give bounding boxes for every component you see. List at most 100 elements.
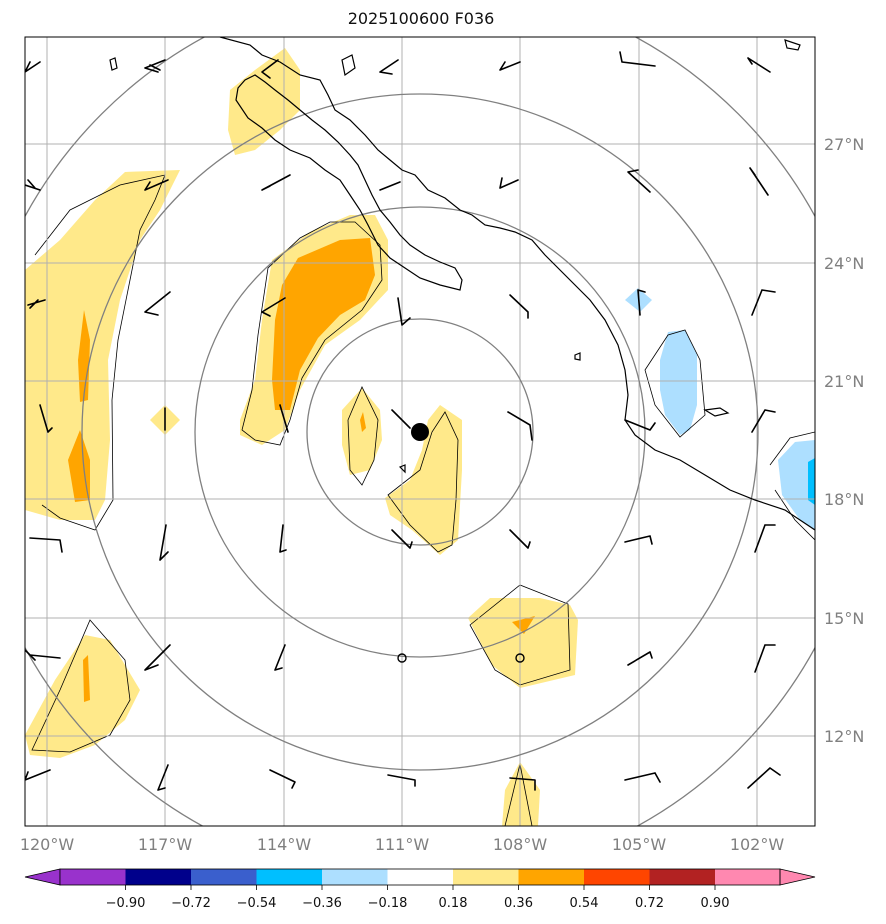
colorbar: −0.90 −0.72 −0.54 −0.36 −0.18 0.18 0.36 … bbox=[24, 868, 816, 911]
shaded-field-positive-strong bbox=[68, 238, 535, 702]
shade-strong-west-2 bbox=[68, 430, 90, 502]
colorbar-bin bbox=[256, 869, 322, 885]
contour-southwest bbox=[31, 619, 131, 753]
wind-barb bbox=[27, 299, 46, 309]
shade-strong-west-1 bbox=[78, 310, 90, 402]
colorbar-bin bbox=[715, 869, 780, 885]
lon-label: 102°W bbox=[730, 835, 785, 854]
wind-barb bbox=[159, 524, 169, 561]
contour-neg-oval bbox=[644, 329, 706, 438]
shade-region-southwest bbox=[25, 635, 140, 758]
wind-barb bbox=[144, 644, 171, 671]
colorbar-tick-label: 0.36 bbox=[504, 896, 533, 911]
range-ring-1 bbox=[306, 318, 534, 546]
colorbar-bin bbox=[387, 869, 453, 885]
coastline-island-1 bbox=[341, 54, 356, 77]
colorbar-tick-label: −0.54 bbox=[237, 896, 277, 911]
wind-barb bbox=[274, 644, 286, 671]
wind-barb bbox=[754, 644, 776, 673]
wind-barb bbox=[499, 177, 519, 189]
colorbar-tick-label: −0.36 bbox=[302, 896, 342, 911]
shade-strong-small-lens bbox=[360, 412, 366, 432]
lon-label: 105°W bbox=[612, 835, 667, 854]
storm-center-marker bbox=[411, 423, 429, 441]
shade-region-east-blob bbox=[468, 598, 578, 688]
colorbar-bin bbox=[125, 869, 191, 885]
wind-barb bbox=[379, 181, 401, 191]
map-plot-area bbox=[25, 37, 815, 826]
wind-barb bbox=[509, 529, 531, 549]
wind-barb bbox=[624, 419, 656, 431]
colorbar-bin bbox=[191, 869, 257, 885]
shaded-field-negative bbox=[625, 288, 815, 530]
shade-neg-edge bbox=[778, 440, 815, 530]
wind-barb bbox=[391, 529, 413, 549]
colorbar-tick-label: −0.72 bbox=[171, 896, 211, 911]
coastline-island-5 bbox=[398, 464, 406, 474]
wind-barb bbox=[391, 409, 411, 429]
colorbar-bin bbox=[453, 869, 519, 885]
coastline-island-3 bbox=[574, 352, 581, 361]
range-ring-3 bbox=[81, 93, 759, 771]
lat-label: 18°N bbox=[824, 490, 864, 509]
wind-barb bbox=[637, 289, 646, 316]
contour-south-of-center bbox=[387, 411, 459, 553]
wind-barb bbox=[619, 51, 656, 67]
wind-barb bbox=[751, 289, 776, 316]
shade-strong-southwest bbox=[83, 655, 90, 702]
calm-circle bbox=[515, 653, 525, 663]
coastline bbox=[109, 37, 815, 531]
range-rings bbox=[25, 37, 815, 826]
lat-tick-labels: 27°N 24°N 21°N 18°N 15°N 12°N bbox=[824, 135, 864, 746]
wind-barb bbox=[261, 297, 286, 317]
wind-barb bbox=[144, 291, 171, 316]
colorbar-tick-label: −0.90 bbox=[106, 896, 146, 911]
lat-label: 15°N bbox=[824, 609, 864, 628]
wind-barb bbox=[261, 59, 279, 79]
lat-label: 24°N bbox=[824, 254, 864, 273]
lon-label: 111°W bbox=[375, 835, 430, 854]
calm-markers bbox=[397, 653, 525, 663]
colorbar-bin bbox=[60, 869, 126, 885]
colorbar-tick-label: 0.72 bbox=[635, 896, 664, 911]
wind-barb bbox=[269, 769, 296, 789]
wind-barb bbox=[261, 174, 291, 191]
colorbar-frame bbox=[59, 868, 781, 886]
shade-neg-edge-strong bbox=[808, 458, 815, 505]
coastline-baja bbox=[235, 74, 463, 291]
shade-strong-east-blob bbox=[512, 616, 535, 634]
wind-barb bbox=[747, 57, 771, 73]
shade-region-west-band bbox=[25, 170, 180, 520]
colorbar-bin bbox=[584, 869, 650, 885]
coastline-island-6 bbox=[784, 39, 801, 51]
wind-barb bbox=[379, 59, 399, 75]
wind-barb bbox=[25, 179, 41, 191]
wind-barb bbox=[627, 651, 653, 666]
wind-barb bbox=[624, 772, 661, 783]
colorbar-tick-label: 0.54 bbox=[570, 896, 599, 911]
contour-west-band bbox=[34, 174, 166, 531]
wind-barb bbox=[754, 524, 776, 553]
wind-barb bbox=[279, 524, 287, 553]
wind-barb bbox=[39, 404, 53, 433]
colorbar-extend-high bbox=[779, 868, 816, 886]
coastline-mainland bbox=[219, 37, 815, 531]
lon-label: 108°W bbox=[493, 835, 548, 854]
colorbar-bin bbox=[518, 869, 584, 885]
map-frame bbox=[24, 36, 816, 827]
wind-barb bbox=[144, 59, 166, 73]
wind-barb bbox=[749, 167, 769, 196]
colorbar-bin bbox=[649, 869, 715, 885]
wind-barb bbox=[509, 294, 529, 319]
colorbar-tick-label: 0.90 bbox=[701, 896, 730, 911]
colorbar-tick-label: −0.18 bbox=[368, 896, 408, 911]
lon-tick-labels: 120°W 117°W 114°W 111°W 108°W 105°W 102°… bbox=[20, 835, 785, 854]
lat-label: 27°N bbox=[824, 135, 864, 154]
lat-label: 21°N bbox=[824, 372, 864, 391]
wind-barb bbox=[507, 411, 533, 441]
range-ring-2 bbox=[194, 206, 646, 658]
lon-label: 117°W bbox=[138, 835, 193, 854]
contour-neg-edge bbox=[769, 431, 815, 541]
coastline-island-4 bbox=[703, 407, 730, 417]
